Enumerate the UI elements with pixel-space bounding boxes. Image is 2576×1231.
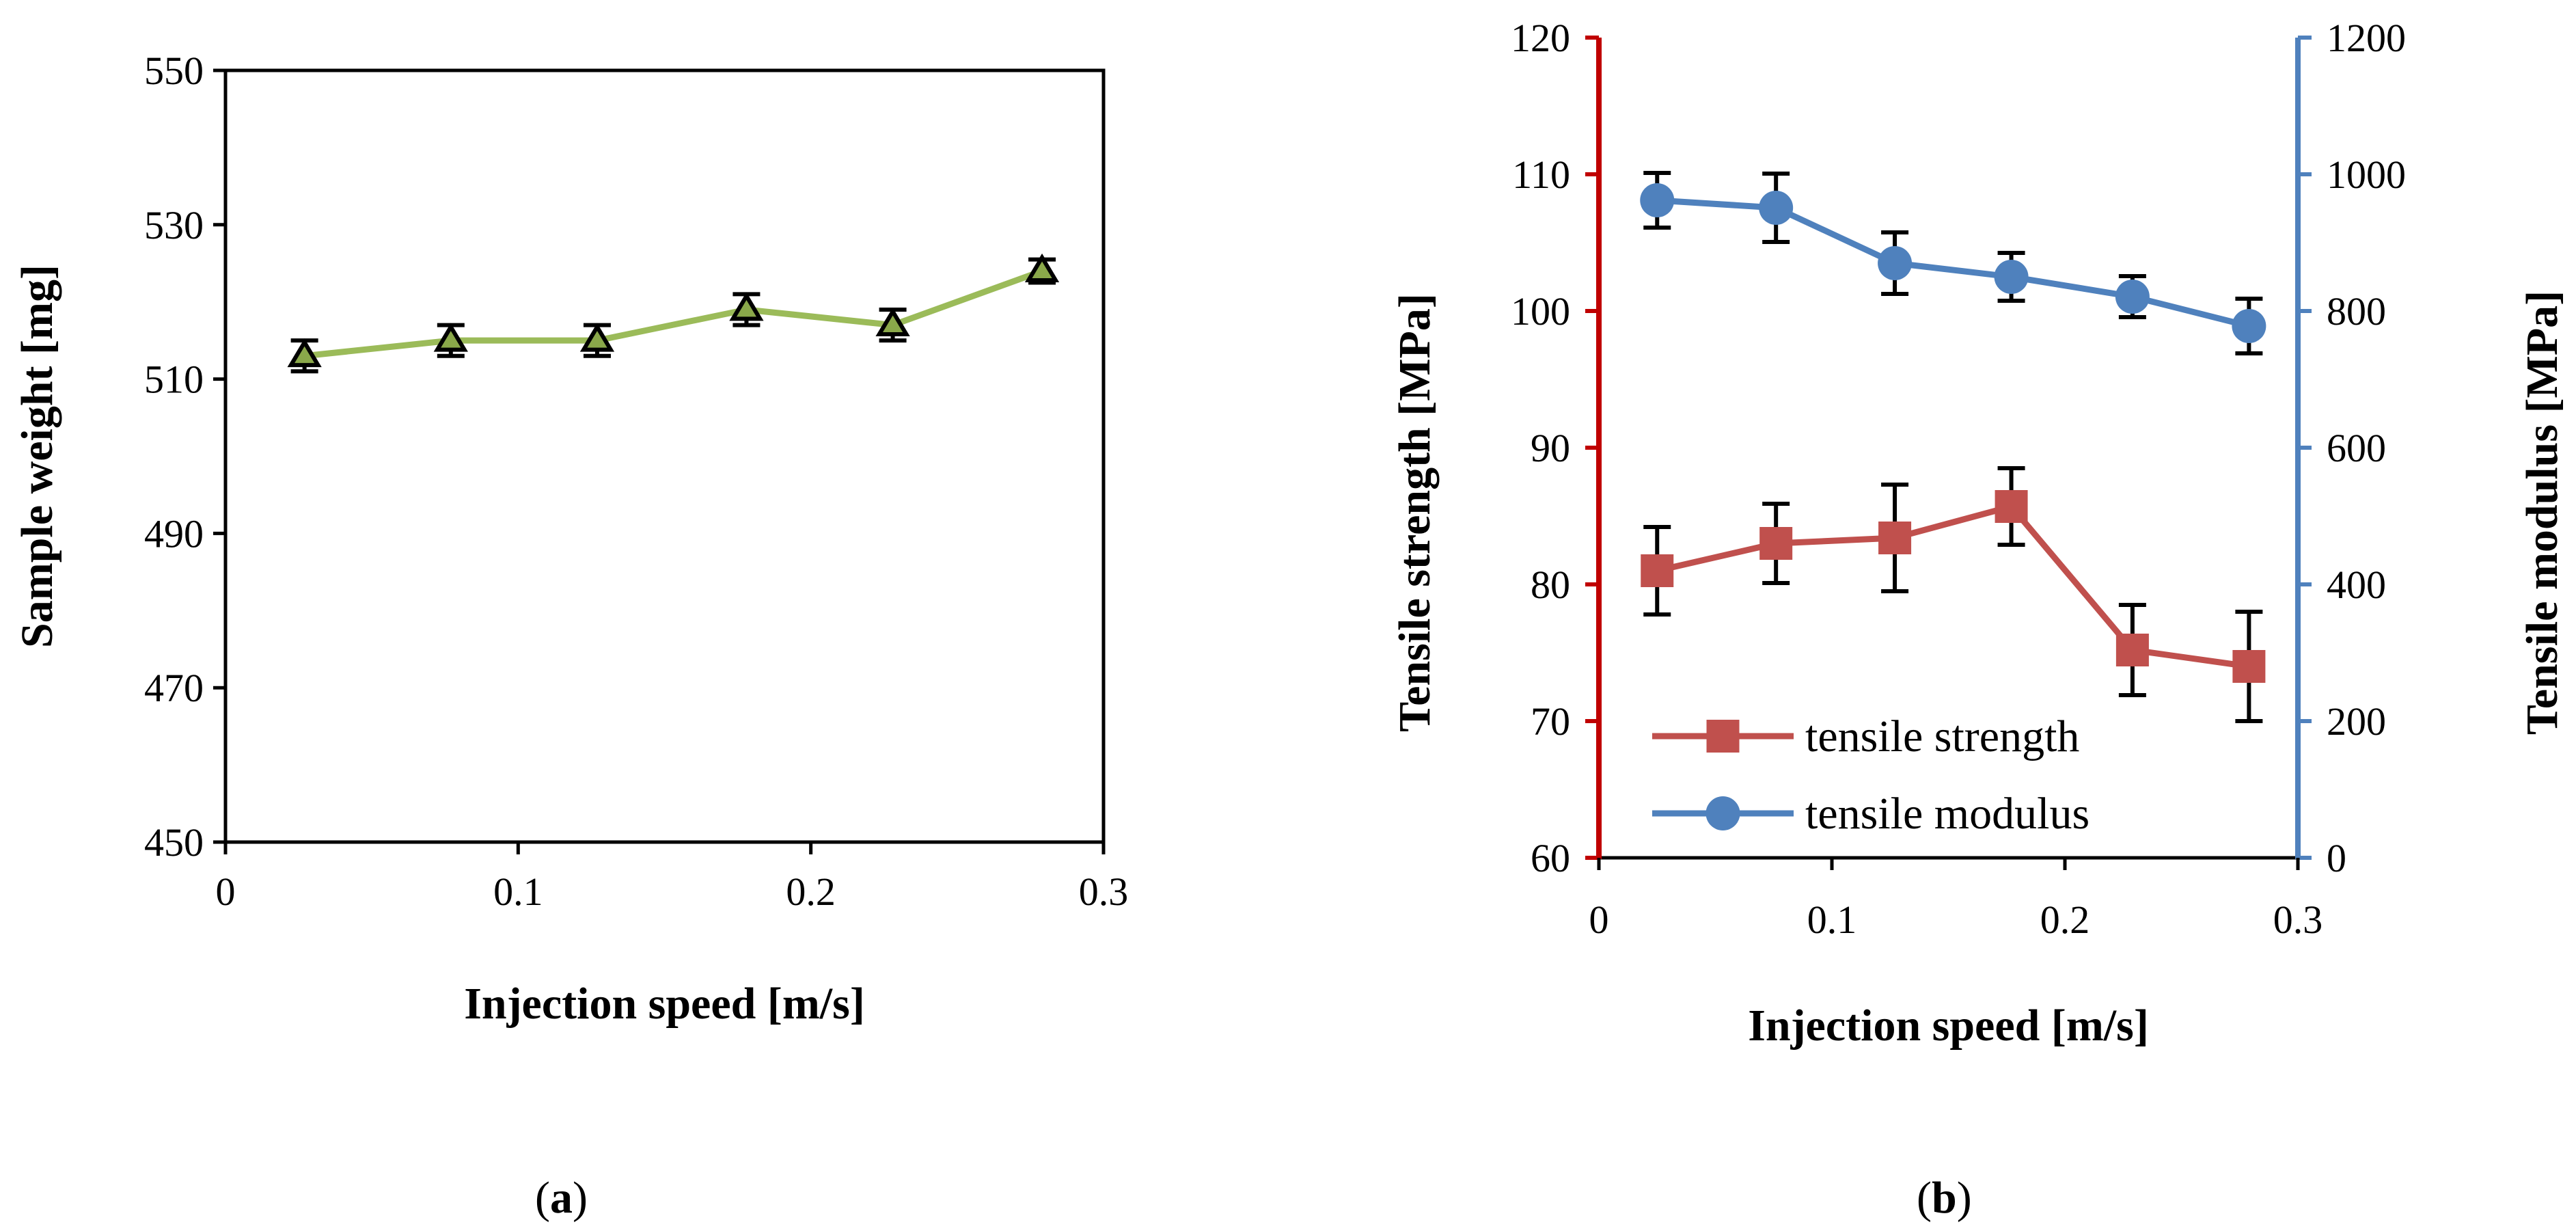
tensile-strength-line [1656, 502, 2250, 670]
data-point-triangle [287, 338, 322, 368]
caption-b: (b) [1917, 1173, 1972, 1223]
left-y-tick-label: 70 [1531, 699, 1570, 744]
chart-panel-a: 450 470 490 510 530 550 0 0.1 0.2 0.3 Injection sp… [12, 49, 1128, 1029]
tensile-strength-point [2232, 650, 2266, 683]
legend: tensile strength tensile modulus [1652, 712, 2089, 839]
right-y-tick-label: 1200 [2327, 16, 2406, 60]
tensile-modulus-point [1878, 246, 1913, 280]
legend-strength-marker [1706, 720, 1740, 753]
tensile-modulus-point [1759, 191, 1794, 225]
x-tick-label: 0.1 [1807, 897, 1857, 942]
data-point-triangle [875, 307, 910, 337]
right-y-tick-label: 0 [2327, 836, 2346, 880]
x-tick-label: 0 [216, 869, 236, 914]
tensile-modulus-point [2232, 309, 2266, 343]
legend-modulus-label: tensile modulus [1805, 789, 2089, 839]
data-point-triangle [433, 323, 468, 352]
left-y-axis-title: Tensile strength [MPa] [1390, 293, 1440, 732]
y-tick-label: 490 [144, 511, 204, 556]
tensile-modulus-line [1656, 197, 2250, 329]
tensile-strength-point [1759, 527, 1793, 560]
x-tick-label: 0 [1589, 897, 1609, 942]
left-y-tick-label: 60 [1531, 836, 1570, 880]
data-point-triangle [579, 323, 615, 352]
left-y-tick-label: 100 [1511, 289, 1570, 334]
legend-modulus-marker [1705, 796, 1740, 830]
left-y-tick-label: 110 [1512, 152, 1570, 197]
tensile-strength-point [2115, 634, 2149, 666]
plot-area-frame [223, 68, 1106, 844]
y-tick-label: 470 [144, 666, 204, 710]
right-y-tick-label: 1000 [2327, 152, 2406, 197]
left-y-tick-label: 90 [1531, 426, 1570, 470]
data-point-triangle [1024, 253, 1060, 282]
right-y-tick-label: 400 [2327, 563, 2386, 607]
x-tick-label: 0.1 [493, 869, 543, 914]
legend-strength-label: tensile strength [1805, 712, 2079, 761]
left-y-tick-label: 120 [1511, 16, 1570, 60]
tensile-strength-point [1995, 490, 2028, 523]
y-tick-label: 530 [144, 203, 204, 247]
y-axis-title: Sample weight [mg] [12, 265, 62, 648]
left-y-tick-label: 80 [1531, 563, 1570, 607]
right-y-axis-title: Tensile modulus [MPa] [2517, 290, 2567, 735]
x-tick-label: 0.3 [1079, 869, 1129, 914]
x-tick-label: 0.2 [786, 869, 836, 914]
tensile-strength-point [1641, 554, 1674, 587]
right-y-tick-label: 800 [2327, 289, 2386, 334]
data-point-triangle [729, 292, 764, 321]
x-axis-title: Injection speed [m/s] [464, 979, 865, 1029]
series-line [304, 268, 1043, 360]
tensile-modulus-point [1994, 260, 2029, 294]
y-tick-label: 550 [144, 49, 204, 93]
tensile-modulus-point [2115, 280, 2150, 314]
tensile-modulus-point [1640, 183, 1675, 217]
caption-a: (a) [535, 1173, 588, 1223]
y-tick-label: 510 [144, 357, 204, 402]
right-y-tick-label: 200 [2327, 699, 2386, 744]
x-tick-label: 0.3 [2273, 897, 2323, 942]
x-axis-title: Injection speed [m/s] [1748, 1001, 2149, 1051]
right-y-tick-label: 600 [2327, 426, 2386, 470]
tensile-strength-point [1878, 522, 1912, 554]
y-tick-label: 450 [144, 820, 204, 865]
x-tick-label: 0.2 [2040, 897, 2090, 942]
